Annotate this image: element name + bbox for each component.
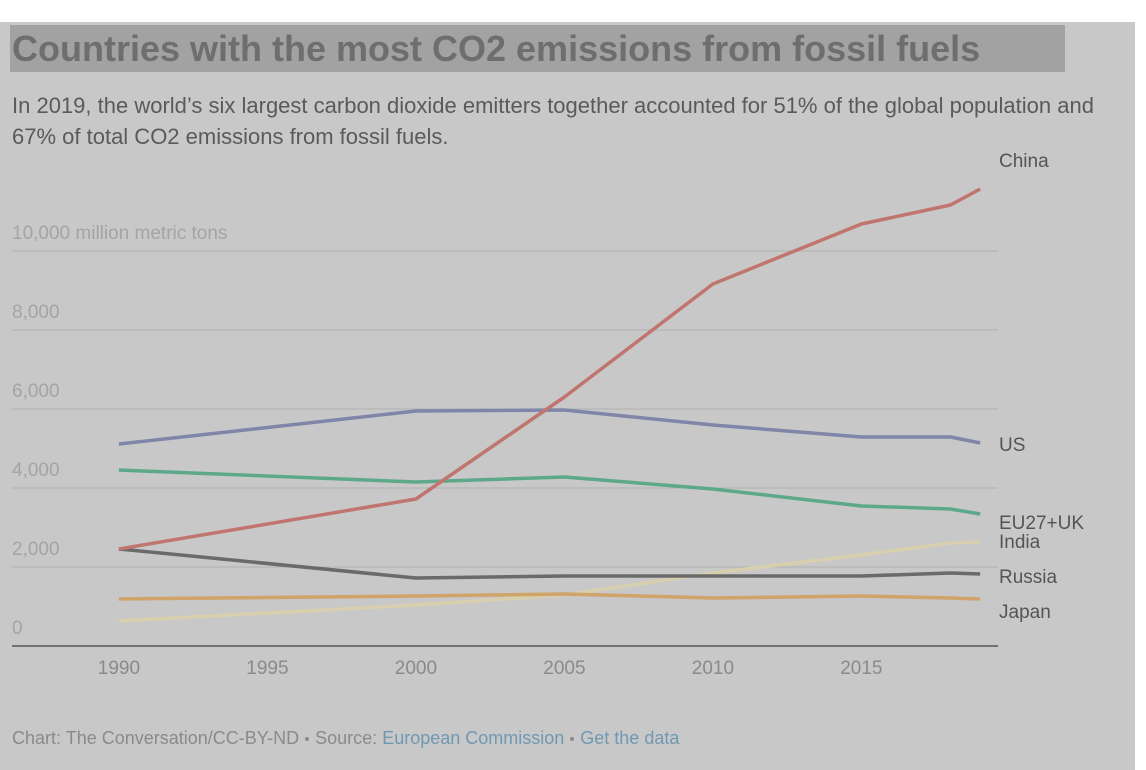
series-label: US <box>999 435 1025 456</box>
series-label: Japan <box>999 602 1051 623</box>
y-tick-label: 0 <box>12 618 23 639</box>
y-tick-label: 2,000 <box>12 539 60 560</box>
separator <box>305 737 310 742</box>
x-tick-label: 2015 <box>840 658 882 679</box>
series-line <box>118 468 981 516</box>
series-label: China <box>999 151 1049 172</box>
data-link[interactable]: Get the data <box>580 728 680 748</box>
chart: 0 2,000 4,000 6,000 8,000 10,000 million metr… <box>12 151 1084 679</box>
series-line <box>118 540 981 623</box>
series-line <box>118 187 982 551</box>
source-link[interactable]: European Commission <box>382 728 565 748</box>
x-tick-label: 1990 <box>98 658 140 679</box>
chart-panel: Countries with the most CO2 emissions fr… <box>0 22 1135 770</box>
x-tick-label: 2010 <box>692 658 734 679</box>
x-tick-label: 2000 <box>395 658 437 679</box>
series-line <box>118 592 981 601</box>
series-line <box>118 408 981 446</box>
chart-subtitle: In 2019, the world’s six largest carbon … <box>12 93 1094 149</box>
separator <box>570 737 575 742</box>
source-label: Source: <box>315 728 378 748</box>
series-label: Russia <box>999 567 1058 588</box>
footer: Chart: The Conversation/CC-BY-ND Source: … <box>12 728 679 749</box>
y-tick-label: 10,000 million metric tons <box>12 223 227 244</box>
y-tick-label: 8,000 <box>12 302 60 323</box>
y-tick-label: 4,000 <box>12 460 60 481</box>
series-label: EU27+UK <box>999 513 1084 534</box>
series-label: India <box>999 532 1041 553</box>
x-tick-label: 2005 <box>543 658 585 679</box>
chart-title: Countries with the most CO2 emissions fr… <box>10 25 1065 72</box>
series-line <box>118 547 981 580</box>
x-tick-label: 1995 <box>246 658 288 679</box>
credit: Chart: The Conversation/CC-BY-ND <box>12 728 300 748</box>
y-tick-label: 6,000 <box>12 381 60 402</box>
